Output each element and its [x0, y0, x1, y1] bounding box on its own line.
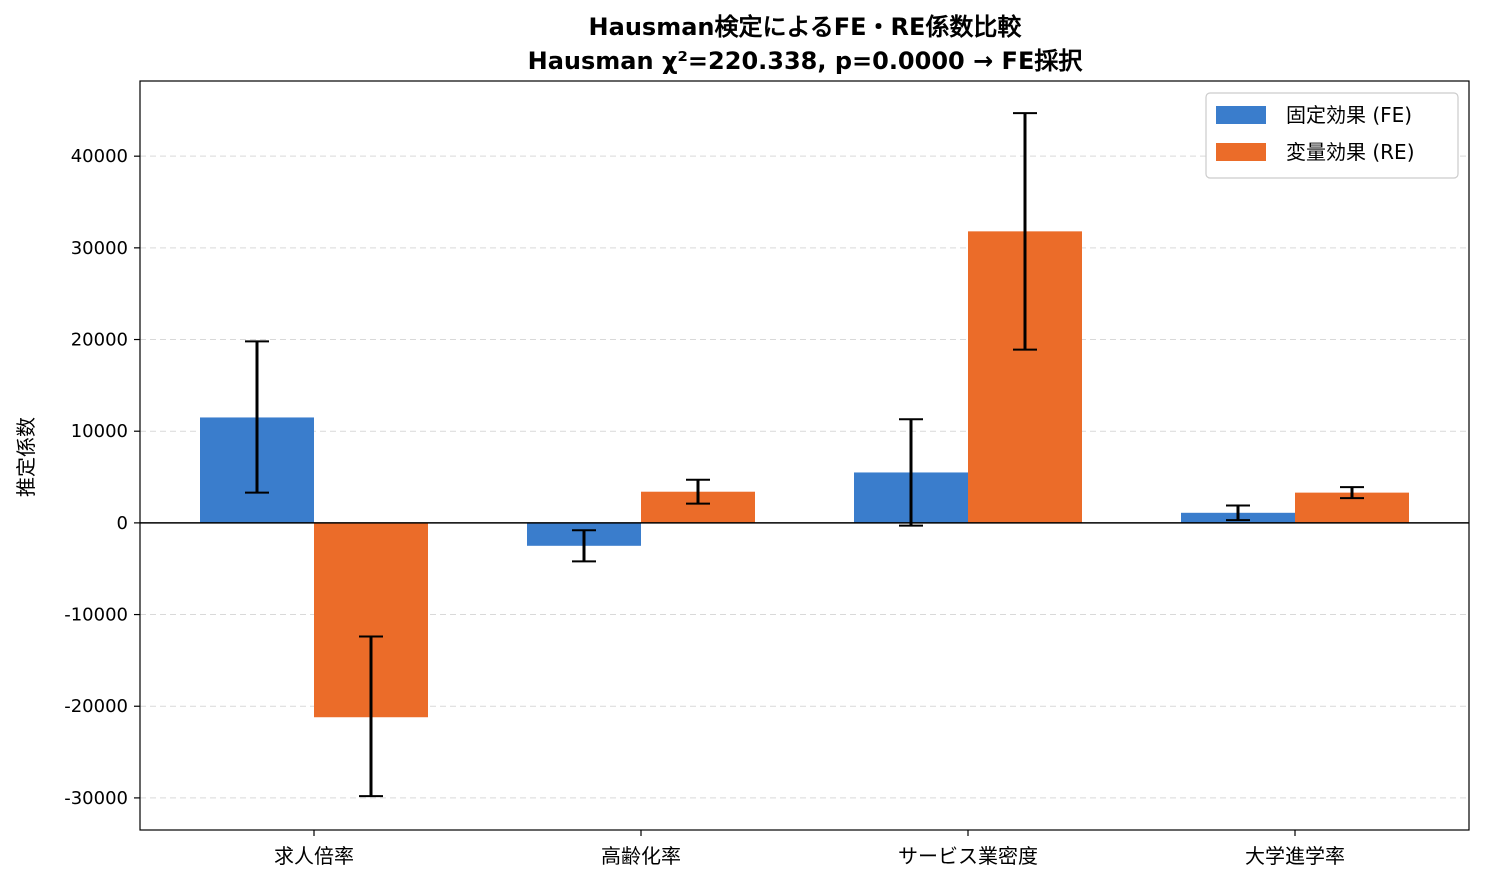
x-tick-label: 高齢化率 [601, 844, 681, 868]
legend-label-1: 変量効果 (RE) [1286, 140, 1415, 164]
y-tick-label: 20000 [71, 330, 128, 351]
y-axis-label: 推定係数 [14, 417, 38, 497]
grid-lines [140, 155, 1469, 799]
x-axis-ticks: 求人倍率 高齢化率 サービス業密度 大学進学率 [274, 830, 1345, 868]
error-bars [245, 112, 1364, 798]
chart-title: Hausman検定によるFE・RE係数比較 [589, 13, 1023, 41]
x-tick-label: 求人倍率 [274, 844, 354, 868]
y-tick-label: 40000 [71, 146, 128, 167]
y-tick-label: 30000 [71, 238, 128, 259]
legend-label-0: 固定効果 (FE) [1286, 103, 1412, 127]
y-tick-label: -20000 [64, 696, 128, 717]
y-tick-label: -10000 [64, 605, 128, 626]
plot-frame [139, 80, 1470, 831]
y-axis-ticks: 40000 30000 20000 10000 0 -10000 -20000 -30000 [64, 146, 140, 809]
legend-swatch-0 [1216, 106, 1266, 124]
legend-box [1205, 92, 1459, 179]
legend: 固定効果 (FE) 変量効果 (RE) [1205, 92, 1459, 179]
chart-subtitle: Hausman χ²=220.338, p=0.0000 → FE採択 [528, 47, 1084, 75]
y-tick-label: 0 [117, 513, 128, 534]
y-tick-label: 10000 [71, 421, 128, 442]
bars [200, 231, 1409, 718]
legend-swatch-1 [1216, 143, 1266, 161]
x-tick-label: サービス業密度 [898, 844, 1038, 868]
y-tick-label: -30000 [64, 788, 128, 809]
x-tick-label: 大学進学率 [1245, 844, 1345, 868]
